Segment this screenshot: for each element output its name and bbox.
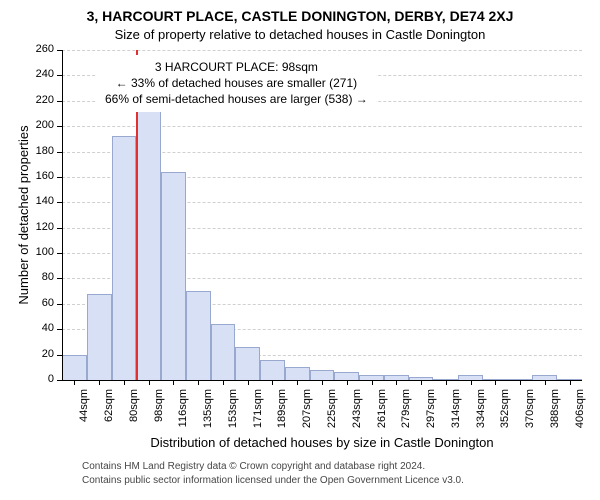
x-tick-label: 189sqm	[276, 389, 288, 439]
x-tick-label: 279sqm	[400, 389, 412, 439]
x-tick-label: 261sqm	[376, 389, 388, 439]
x-tick-label: 207sqm	[301, 389, 313, 439]
y-tick-label: 0	[28, 373, 54, 385]
y-tick-label: 140	[28, 195, 54, 207]
histogram-bar	[87, 294, 112, 380]
y-tick-label: 80	[28, 271, 54, 283]
histogram-bar	[285, 367, 310, 380]
gridline	[62, 50, 582, 52]
x-tick-label: 406sqm	[574, 389, 586, 439]
annotation-line-2: ← 33% of detached houses are smaller (27…	[116, 76, 357, 90]
y-tick-label: 60	[28, 297, 54, 309]
histogram-bar	[112, 136, 137, 380]
x-tick-label: 314sqm	[450, 389, 462, 439]
chart-footer: Contains HM Land Registry data © Crown c…	[82, 460, 464, 487]
y-tick-label: 240	[28, 68, 54, 80]
annotation-box: 3 HARCOURT PLACE: 98sqm ← 33% of detached…	[97, 55, 376, 112]
y-tick-label: 200	[28, 119, 54, 131]
x-tick-label: 116sqm	[177, 389, 189, 439]
x-tick-label: 98sqm	[153, 389, 165, 439]
histogram-bar	[62, 355, 87, 380]
histogram-bar	[235, 347, 260, 380]
y-tick-label: 100	[28, 246, 54, 258]
y-tick-label: 120	[28, 221, 54, 233]
annotation-line-3: 66% of semi-detached houses are larger (…	[105, 92, 368, 106]
chart-title-main: 3, HARCOURT PLACE, CASTLE DONINGTON, DER…	[0, 8, 600, 24]
x-tick-label: 153sqm	[227, 389, 239, 439]
x-tick-label: 243sqm	[351, 389, 363, 439]
histogram-bar	[260, 360, 285, 380]
y-tick-label: 260	[28, 43, 54, 55]
x-tick-label: 370sqm	[524, 389, 536, 439]
histogram-bar	[161, 172, 186, 380]
x-tick-label: 135sqm	[202, 389, 214, 439]
y-tick-label: 160	[28, 170, 54, 182]
y-axis-line	[62, 50, 63, 380]
x-tick-label: 80sqm	[128, 389, 140, 439]
y-tick-label: 20	[28, 348, 54, 360]
x-tick-label: 334sqm	[475, 389, 487, 439]
y-tick-label: 40	[28, 322, 54, 334]
annotation-line-1: 3 HARCOURT PLACE: 98sqm	[155, 60, 318, 74]
x-axis-line	[62, 380, 582, 381]
x-tick-label: 62sqm	[103, 389, 115, 439]
y-tick-label: 220	[28, 94, 54, 106]
x-tick-label: 352sqm	[499, 389, 511, 439]
histogram-bar	[211, 324, 236, 380]
footer-line-2: Contains public sector information licen…	[82, 475, 464, 486]
x-tick-label: 171sqm	[252, 389, 264, 439]
chart-title-sub: Size of property relative to detached ho…	[0, 27, 600, 42]
histogram-bar	[136, 105, 161, 380]
x-tick-label: 225sqm	[326, 389, 338, 439]
histogram-bar	[310, 370, 335, 380]
y-tick-label: 180	[28, 145, 54, 157]
x-tick-label: 297sqm	[425, 389, 437, 439]
histogram-bar	[186, 291, 211, 380]
x-tick-label: 388sqm	[549, 389, 561, 439]
x-tick-label: 44sqm	[78, 389, 90, 439]
histogram-bar	[334, 372, 359, 380]
footer-line-1: Contains HM Land Registry data © Crown c…	[82, 461, 425, 472]
